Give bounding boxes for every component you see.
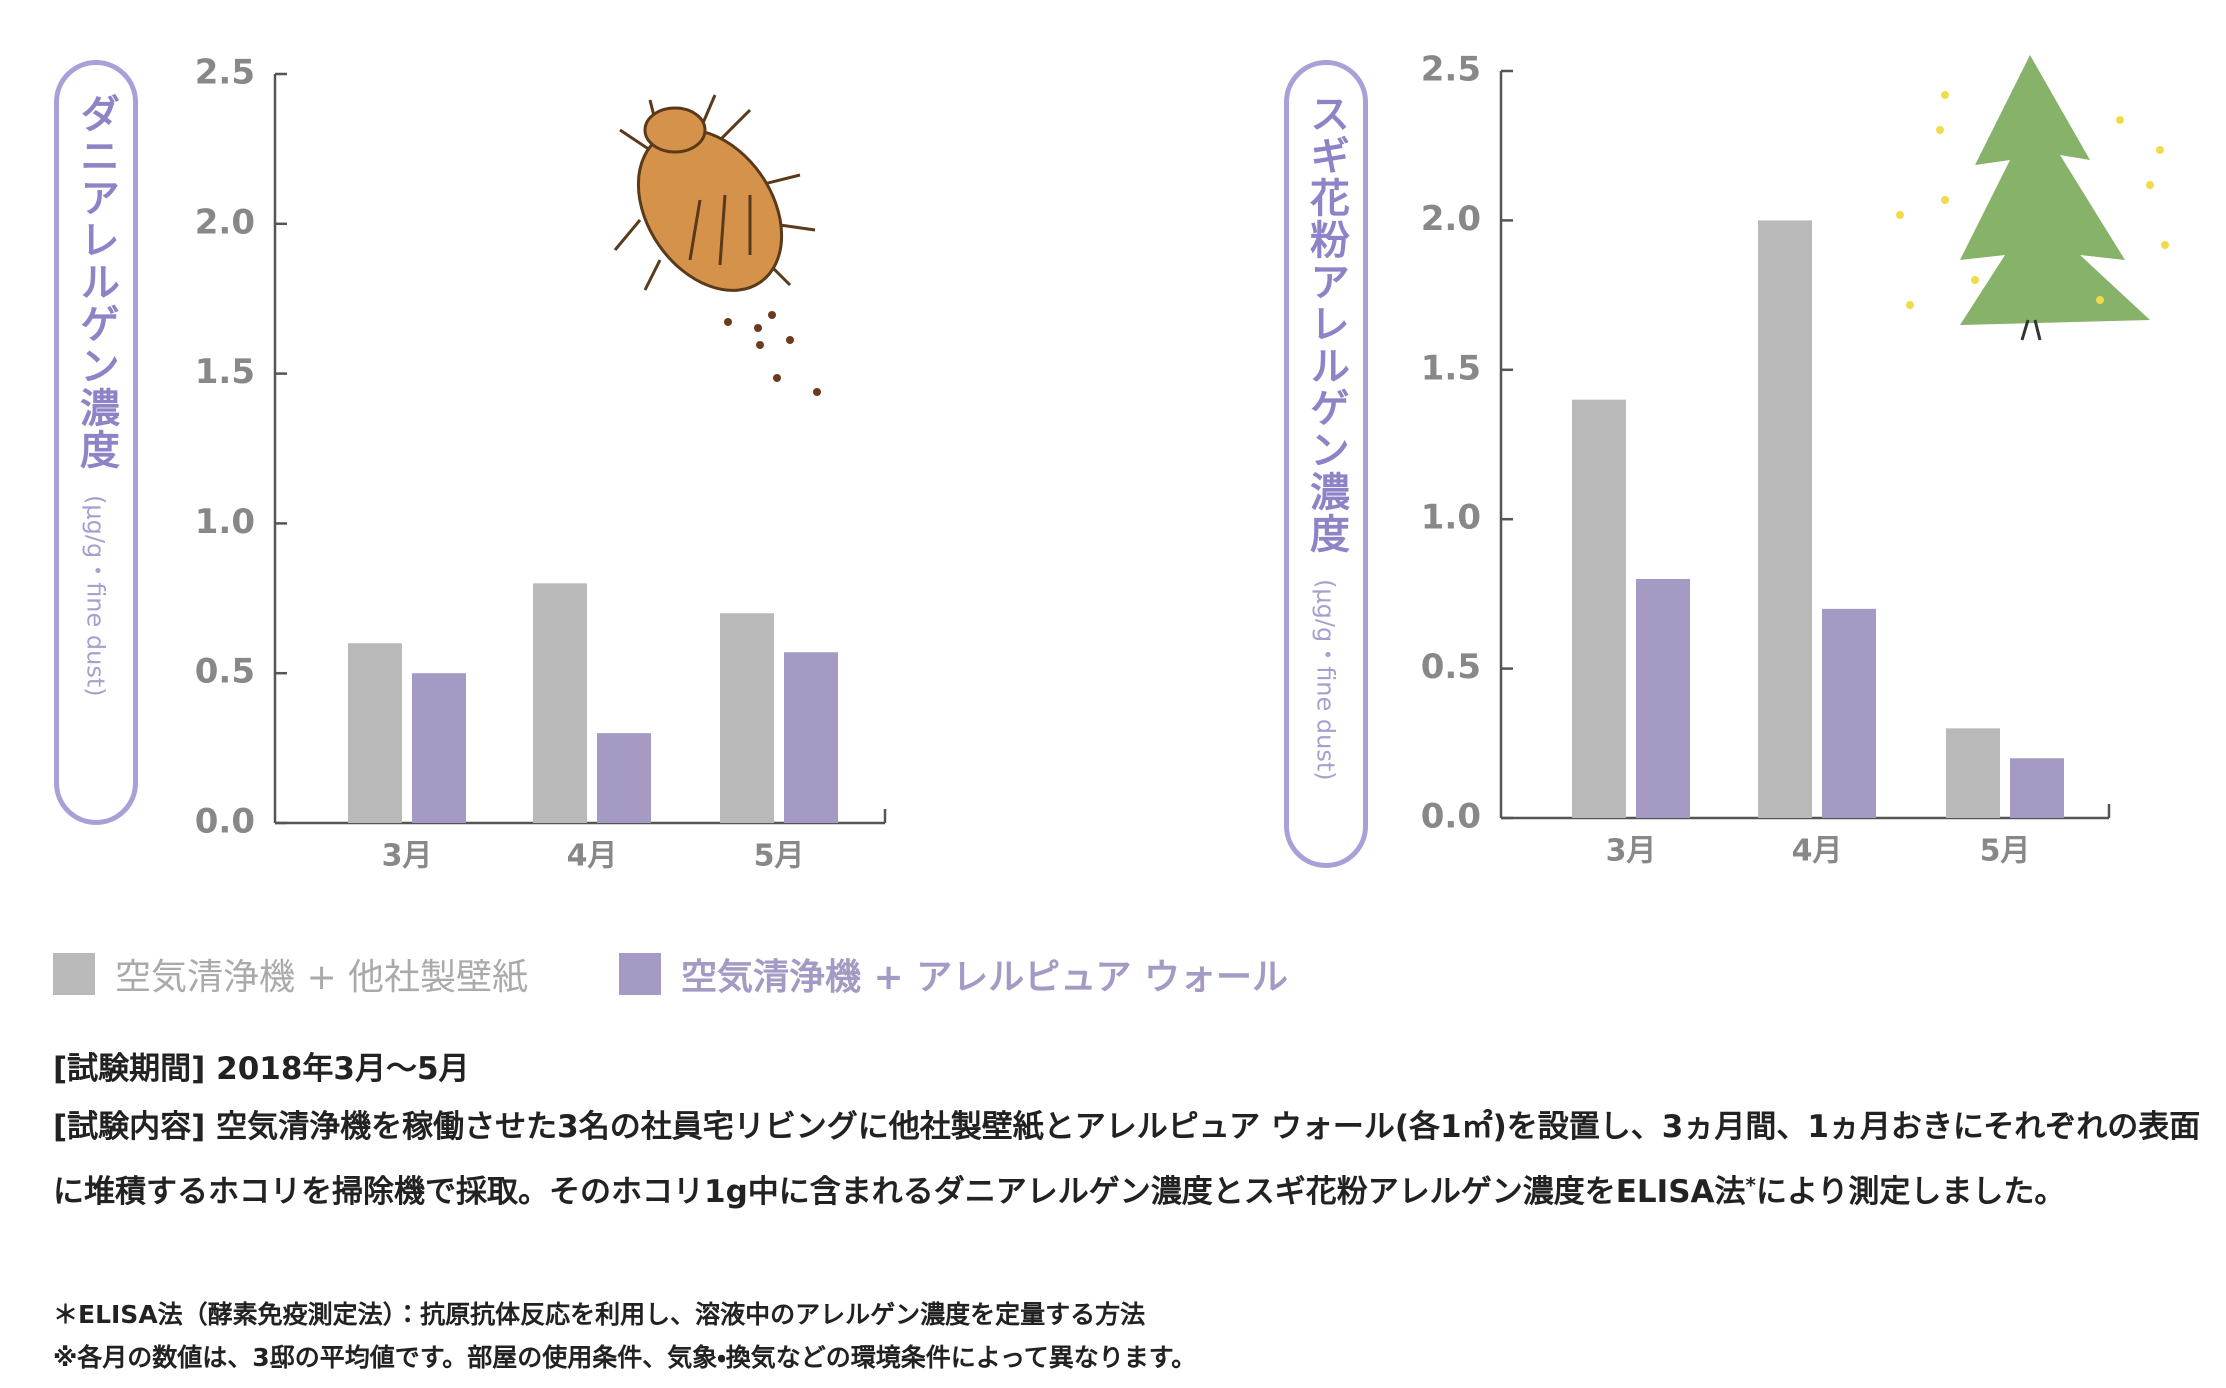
bar	[2010, 758, 2064, 818]
y-tick-label: 1.5	[195, 352, 255, 392]
y-tick-label: 2.5	[1421, 50, 1481, 90]
legend-swatch	[619, 953, 661, 995]
test-period: [試験期間] 2018年3月〜5月	[53, 1051, 470, 1087]
bar	[720, 613, 774, 823]
bar	[412, 673, 466, 823]
y-tick-label: 0.0	[1421, 797, 1481, 837]
notes: [試験期間] 2018年3月〜5月 [試験内容] 空気清浄機を稼働させた3名の社…	[53, 1040, 2203, 1221]
bar	[1946, 728, 2000, 818]
legend-item: 空気清浄機 + 他社製壁紙	[53, 948, 528, 1000]
y-axis-unit: (μg/g・fine dust)	[81, 495, 110, 697]
bar	[533, 583, 587, 823]
bar	[597, 733, 651, 823]
y-tick-label: 2.5	[195, 53, 255, 93]
mite-illustration	[613, 94, 821, 396]
x-tick-label: 5月	[1980, 834, 2031, 869]
y-tick-label: 0.0	[195, 802, 255, 842]
x-tick-label: 3月	[1606, 834, 1657, 869]
y-tick-label: 1.0	[195, 502, 255, 542]
y-axis-label: ダニアレルゲン濃度	[73, 93, 119, 471]
y-tick-label: 1.0	[1421, 498, 1481, 538]
y-tick-label: 0.5	[195, 652, 255, 692]
legend-item: 空気清浄機 + アレルピュア ウォール	[619, 948, 1288, 1000]
y-tick-label: 1.5	[1421, 348, 1481, 388]
legend-swatch	[53, 953, 95, 995]
y-axis-unit: (μg/g・fine dust)	[1311, 579, 1340, 781]
x-tick-label: 3月	[382, 839, 433, 874]
bar	[1572, 399, 1626, 818]
x-tick-label: 4月	[567, 839, 618, 874]
y-axis-label-box: ダニアレルゲン濃度 (μg/g・fine dust)	[54, 60, 138, 825]
tree-illustration	[1896, 55, 2169, 341]
x-tick-label: 4月	[1792, 834, 1843, 869]
superscript: *	[1745, 1173, 1757, 1197]
bar	[784, 652, 838, 823]
y-tick-label: 2.0	[1421, 199, 1481, 239]
test-content: [試験内容] 空気清浄機を稼働させた3名の社員宅リビングに他社製壁紙とアレルピュ…	[53, 1098, 2203, 1221]
footnote: ＊ELISA法（酵素免疫測定法）：抗原抗体反応を利用し、溶液中のアレルゲン濃度を…	[53, 1300, 1146, 1329]
bar	[1822, 608, 1876, 818]
bar	[1636, 578, 1690, 818]
text: により測定しました。	[1756, 1174, 2066, 1210]
charts: 0.0 0.5 1.0 1.5 2.0 2.5 3月 4月 5月 0.0 0.5 1.0 1.5 2.0 2…	[195, 50, 2169, 874]
legend-label: 空気清浄機 + 他社製壁紙	[115, 957, 529, 998]
bar	[1758, 220, 1812, 818]
x-tick-label: 5月	[754, 839, 805, 874]
y-axis-label-box: スギ花粉アレルゲン濃度 (μg/g・fine dust)	[1284, 60, 1368, 868]
text: [試験内容] 空気清浄機を稼働させた3名の社員宅リビングに他社製壁紙とアレルピュ…	[53, 1109, 2201, 1210]
footnote: ※各月の数値は、3邸の平均値です。部屋の使用条件、気象・換気などの環境条件によっ…	[53, 1343, 1197, 1372]
y-axis-label: スギ花粉アレルゲン濃度	[1303, 93, 1349, 555]
y-tick-label: 0.5	[1421, 647, 1481, 687]
bar	[348, 643, 402, 823]
legend-label: 空気清浄機 + アレルピュア ウォール	[681, 957, 1289, 998]
y-tick-label: 2.0	[195, 202, 255, 242]
